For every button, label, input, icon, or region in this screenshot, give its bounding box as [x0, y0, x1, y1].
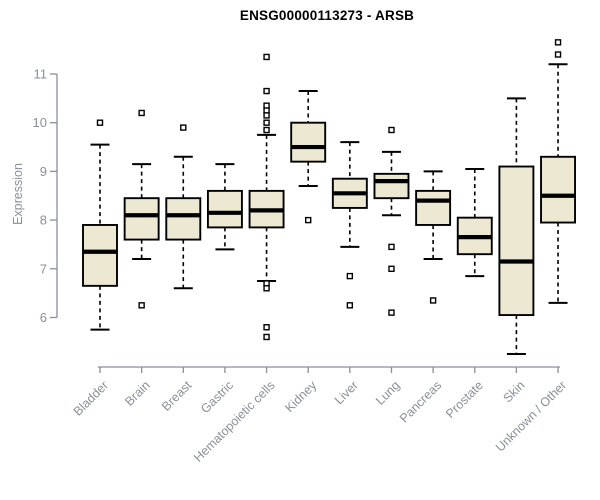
- y-tick-label: 6: [40, 310, 47, 325]
- box-skin: [498, 165, 535, 317]
- outlier-point: [180, 124, 187, 131]
- y-tick-label: 10: [33, 115, 47, 130]
- outlier-point: [138, 109, 145, 117]
- outlier-point: [388, 243, 395, 251]
- x-tick-label: Breast: [159, 378, 195, 414]
- box-pancreas: [415, 189, 452, 226]
- outlier-point: [388, 265, 395, 272]
- outlier-point: [429, 297, 437, 304]
- x-tick-label: Gastric: [198, 378, 236, 416]
- outlier-point: [388, 126, 395, 134]
- outlier-point: [305, 216, 312, 224]
- y-tick-label: 9: [40, 164, 47, 179]
- x-tick-label: Brain: [122, 378, 153, 409]
- box-gastric: [206, 189, 243, 229]
- outlier-point: [263, 119, 270, 126]
- outlier-point: [96, 119, 104, 126]
- x-tick-label: Pancreas: [397, 378, 444, 425]
- outlier-point: [263, 333, 270, 341]
- outlier-point: [263, 87, 270, 95]
- y-tick-label: 8: [40, 213, 47, 228]
- x-tick-label: Lung: [373, 378, 403, 408]
- x-tick-label: Kidney: [282, 378, 319, 415]
- outlier-point: [138, 302, 145, 309]
- box-lung: [373, 172, 410, 200]
- box-kidney: [290, 121, 327, 163]
- outlier-point: [263, 53, 270, 61]
- x-tick-label: Hematopoietic cells: [191, 378, 278, 465]
- outlier-point: [554, 39, 562, 46]
- y-tick-label: 7: [40, 261, 47, 276]
- outlier-point: [263, 112, 270, 119]
- outlier-point: [346, 272, 354, 280]
- box-unknown-other: [540, 155, 576, 224]
- x-tick-label: Bladder: [71, 378, 111, 418]
- x-tick-label: Liver: [332, 378, 361, 407]
- x-tick-label: Skin: [500, 378, 527, 405]
- x-tick-label: Prostate: [443, 378, 486, 421]
- outlier-point: [263, 324, 270, 331]
- outlier-point: [346, 302, 354, 309]
- outlier-point: [263, 126, 270, 134]
- y-tick-label: 11: [34, 67, 48, 82]
- chart-title: ENSG00000113273 - ARSB: [239, 8, 415, 23]
- outlier-point: [554, 51, 562, 58]
- box-brain: [123, 197, 160, 241]
- outlier-point: [388, 309, 395, 316]
- x-tick-label: Unknown / Other: [493, 378, 569, 454]
- box-bladder: [82, 224, 118, 287]
- outlier-point: [263, 285, 270, 292]
- box-breast: [165, 197, 202, 241]
